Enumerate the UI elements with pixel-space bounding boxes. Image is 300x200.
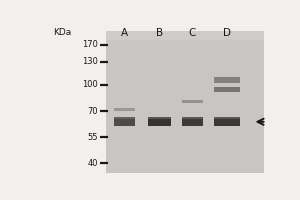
Text: A: A <box>121 28 128 38</box>
Text: 55: 55 <box>88 133 98 142</box>
Text: D: D <box>223 28 231 38</box>
FancyBboxPatch shape <box>214 117 240 119</box>
FancyBboxPatch shape <box>114 108 135 111</box>
Text: 170: 170 <box>82 40 98 49</box>
Text: B: B <box>156 28 163 38</box>
FancyBboxPatch shape <box>182 117 202 119</box>
FancyBboxPatch shape <box>148 117 171 119</box>
Text: 100: 100 <box>82 80 98 89</box>
FancyBboxPatch shape <box>214 87 240 92</box>
Text: 70: 70 <box>87 107 98 116</box>
FancyBboxPatch shape <box>182 117 202 126</box>
Text: C: C <box>188 28 196 38</box>
FancyBboxPatch shape <box>114 117 135 119</box>
FancyBboxPatch shape <box>114 117 135 126</box>
FancyBboxPatch shape <box>214 117 240 126</box>
FancyBboxPatch shape <box>182 100 202 103</box>
FancyBboxPatch shape <box>106 31 264 173</box>
Text: 40: 40 <box>88 159 98 168</box>
FancyBboxPatch shape <box>106 31 264 40</box>
Text: 130: 130 <box>82 57 98 66</box>
Text: KDa: KDa <box>53 28 71 37</box>
FancyBboxPatch shape <box>214 77 240 83</box>
FancyBboxPatch shape <box>148 117 171 126</box>
